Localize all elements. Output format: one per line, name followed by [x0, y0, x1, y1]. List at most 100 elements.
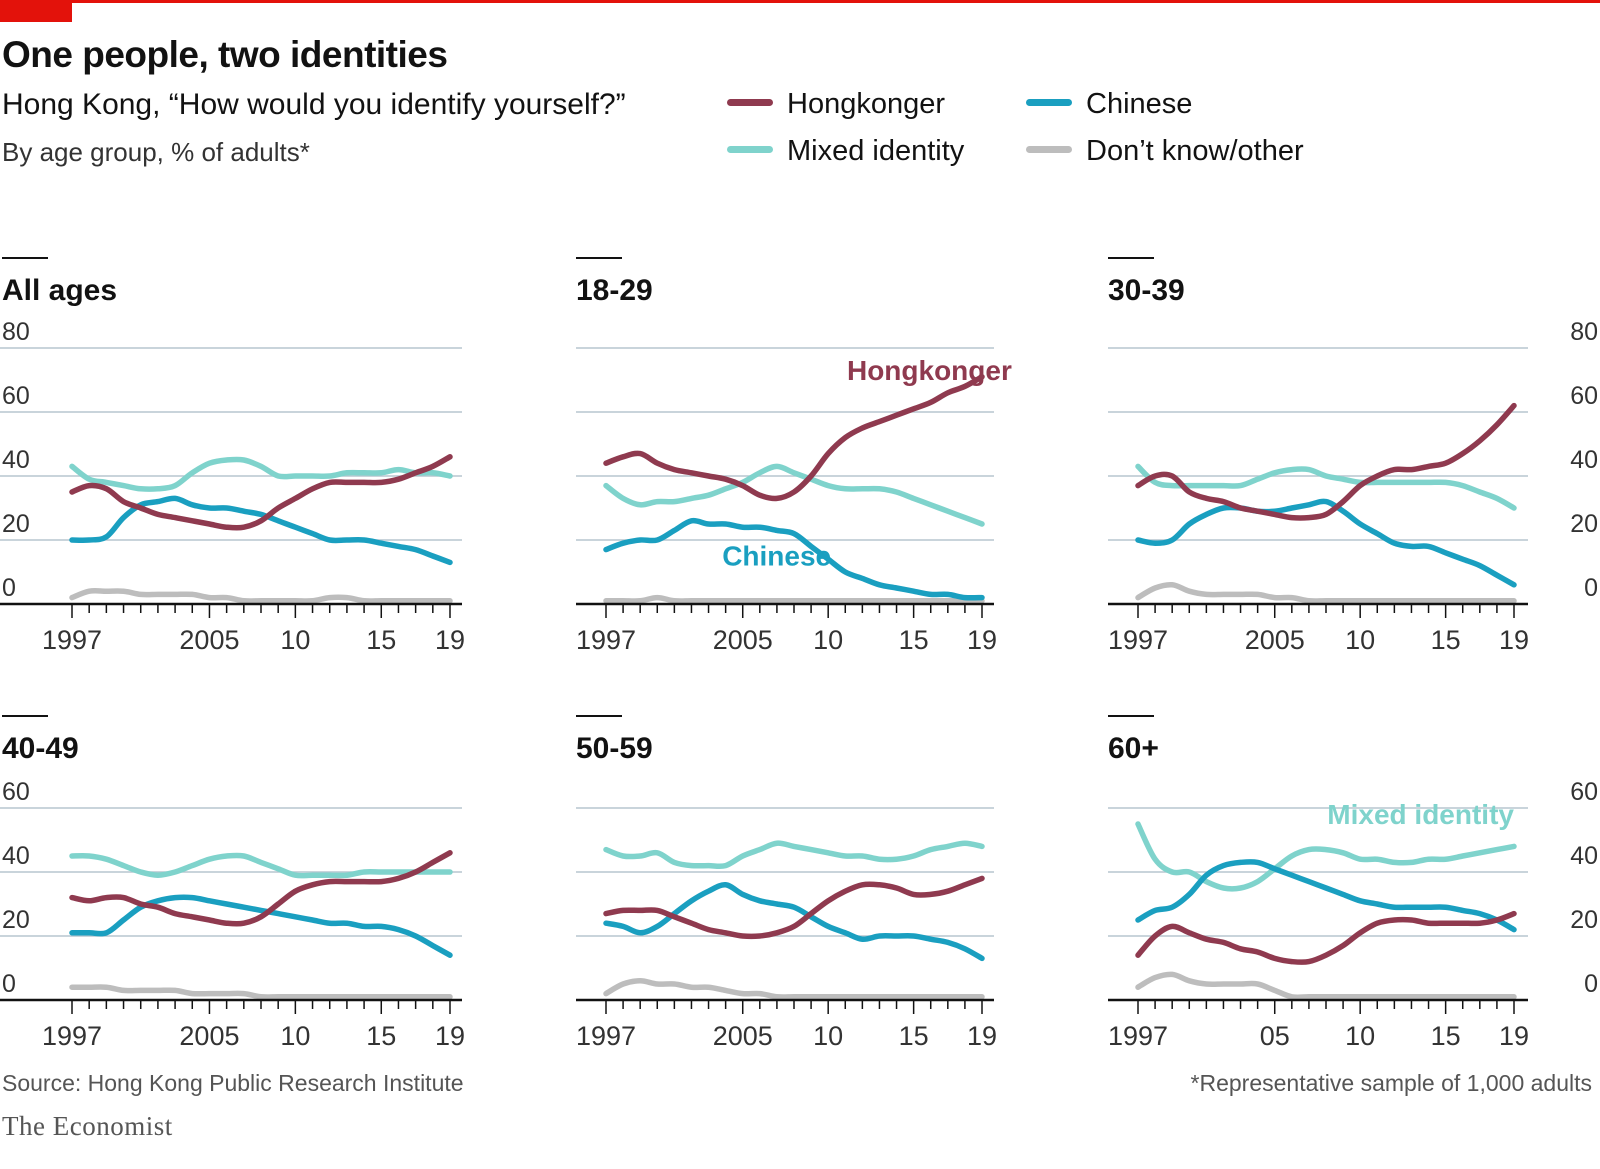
series-line-don-t-know-other: [603, 978, 985, 1000]
x-tick-label: 15: [1431, 625, 1461, 655]
legend-swatch-hongkonger: [727, 98, 773, 106]
chart-units: By age group, % of adults*: [2, 137, 310, 167]
series-line-don-t-know-other: [1135, 581, 1517, 604]
x-tick-label: 19: [1499, 1021, 1529, 1051]
top-rule: [0, 0, 1600, 3]
brand-wordmark: The Economist: [2, 1111, 173, 1141]
x-tick-label: 10: [813, 1021, 843, 1051]
x-tick-label: 10: [280, 1021, 310, 1051]
x-tick-label: 2005: [179, 625, 239, 655]
x-tick-label: 15: [899, 1021, 929, 1051]
y-tick-label: 0: [1584, 574, 1598, 602]
y-tick-label: 80: [1570, 318, 1598, 346]
series-line-chinese: [603, 517, 985, 601]
source-note: Source: Hong Kong Public Research Instit…: [2, 1070, 464, 1096]
y-tick-label: 60: [1570, 382, 1598, 410]
series-line-hongkonger: [69, 850, 453, 927]
series-line-mixed-identity: [1135, 463, 1517, 511]
x-tick-label: 19: [1499, 625, 1529, 655]
series-line-hongkonger: [603, 875, 985, 940]
series-line-mixed-identity: [69, 456, 453, 492]
legend-label: Don’t know/other: [1086, 135, 1304, 167]
x-tick-label: 19: [435, 625, 465, 655]
y-tick-label: 0: [2, 574, 16, 602]
y-tick-label: 60: [1570, 778, 1598, 806]
series-line-don-t-know-other: [69, 984, 453, 1000]
x-tick-label: 2005: [713, 1021, 773, 1051]
x-tick-label: 1997: [576, 625, 636, 655]
series-line-don-t-know-other: [69, 587, 453, 604]
y-tick-label: 40: [1570, 446, 1598, 474]
panel-50-59: 50-59 1997 2005 10 15 19: [576, 715, 997, 1051]
series-annotation: Hongkonger: [847, 355, 1012, 386]
legend-item-mixed-identity: Mixed identity: [727, 135, 964, 171]
x-tick-label: 15: [1431, 1021, 1461, 1051]
x-tick-label: 10: [1345, 1021, 1375, 1051]
y-tick-label: 80: [2, 318, 30, 346]
panel-title: 50-59: [576, 732, 653, 765]
series-line-hongkonger: [69, 454, 453, 531]
y-tick-label: 20: [2, 510, 30, 538]
y-tick-label: 60: [2, 778, 30, 806]
legend-item-dont-know: Don’t know/other: [1026, 135, 1304, 171]
legend-swatch-mixed: [727, 145, 773, 153]
series-line-mixed-identity: [603, 840, 985, 870]
x-tick-label: 2005: [179, 1021, 239, 1051]
panel-40-49: 40-49 0 20 40 60 1997 2005 10 15 19: [0, 715, 465, 1051]
legend-label: Mixed identity: [787, 135, 965, 167]
x-tick-label: 05: [1260, 1021, 1290, 1051]
series-line-hongkonger: [603, 374, 985, 502]
panel-60-: 60+ 0 20 40 60 1997 05 10 15 19 Mixed identity: [1108, 715, 1598, 1051]
series-line-chinese: [69, 894, 453, 958]
y-tick-label: 0: [2, 970, 16, 998]
series-line-hongkonger: [1135, 910, 1517, 965]
series-line-hongkonger: [1135, 402, 1517, 521]
y-tick-label: 60: [2, 382, 30, 410]
x-tick-label: 10: [1345, 625, 1375, 655]
panel-title: 30-39: [1108, 274, 1185, 307]
x-tick-label: 15: [366, 625, 396, 655]
x-tick-label: 15: [899, 625, 929, 655]
panel-title: 40-49: [2, 732, 79, 765]
x-tick-label: 15: [366, 1021, 396, 1051]
series-line-chinese: [1135, 498, 1517, 588]
series-annotation: Chinese: [722, 541, 831, 572]
series-line-chinese: [69, 495, 453, 566]
x-tick-label: 19: [967, 625, 997, 655]
series-annotation: Mixed identity: [1327, 799, 1514, 830]
x-tick-label: 1997: [42, 625, 102, 655]
y-tick-label: 40: [1570, 842, 1598, 870]
series-line-chinese: [1135, 859, 1517, 933]
y-tick-label: 20: [1570, 906, 1598, 934]
legend-item-chinese: Chinese: [1026, 88, 1192, 124]
chart-subtitle: Hong Kong, “How would you identify yours…: [2, 88, 626, 121]
x-tick-label: 10: [280, 625, 310, 655]
series-line-don-t-know-other: [603, 594, 985, 604]
series-line-mixed-identity: [603, 463, 985, 527]
series-line-mixed-identity: [69, 852, 453, 879]
panel-title: 18-29: [576, 274, 653, 307]
x-tick-label: 1997: [576, 1021, 636, 1051]
y-tick-label: 20: [2, 906, 30, 934]
series-line-mixed-identity: [1135, 821, 1517, 892]
x-tick-label: 1997: [1108, 625, 1168, 655]
y-tick-label: 40: [2, 446, 30, 474]
legend-item-hongkonger: Hongkonger: [727, 88, 945, 124]
y-tick-label: 0: [1584, 970, 1598, 998]
panel-18-29: 18-29 1997 2005 10 15 19 Hongkonger Chinese: [576, 257, 1012, 655]
legend-swatch-dont-know: [1026, 145, 1072, 153]
x-tick-label: 10: [813, 625, 843, 655]
legend-swatch-chinese: [1026, 98, 1072, 106]
y-tick-label: 40: [2, 842, 30, 870]
x-tick-label: 2005: [1245, 625, 1305, 655]
brand-flag: [0, 0, 72, 22]
series-line-don-t-know-other: [1135, 971, 1517, 1001]
x-tick-label: 1997: [1108, 1021, 1168, 1051]
y-tick-label: 20: [1570, 510, 1598, 538]
legend-label: Chinese: [1086, 88, 1193, 120]
legend-label: Hongkonger: [787, 88, 945, 120]
footnote: *Representative sample of 1,000 adults: [1190, 1070, 1592, 1096]
x-tick-label: 2005: [713, 625, 773, 655]
x-tick-label: 19: [967, 1021, 997, 1051]
